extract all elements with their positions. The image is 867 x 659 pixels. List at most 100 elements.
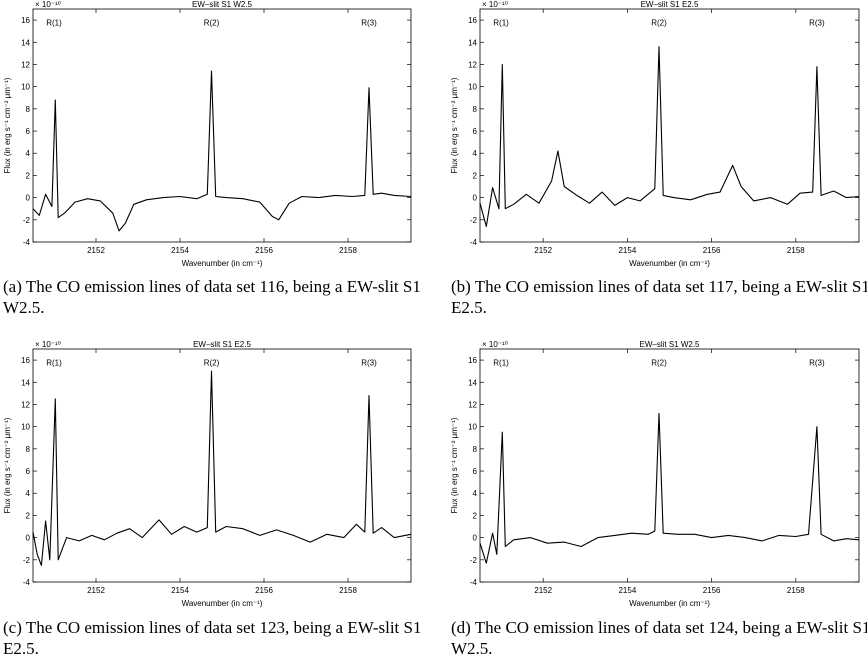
y-tick-label: 0 — [473, 194, 478, 203]
y-tick-label: 16 — [468, 16, 477, 25]
y-tick-label: 8 — [473, 105, 478, 114]
x-axis-label: Wavenumber (in cm⁻¹) — [182, 599, 263, 608]
x-tick-label: 2158 — [787, 586, 805, 595]
chart-title: EW–slit S1 W2.5 — [192, 0, 253, 9]
chart-title: EW–slit S1 E2.5 — [641, 0, 699, 9]
y-tick-label: 4 — [473, 149, 478, 158]
line-annotation: R(2) — [204, 358, 220, 367]
y-multiplier: × 10⁻¹⁰ — [482, 0, 508, 9]
chart-c: 2152 2154 2156 2158 -4 -2 0 2 4 6 8 10 12 14 16 EW–slit… — [3, 340, 412, 608]
y-tick-label: 8 — [26, 445, 31, 454]
y-tick-label: -2 — [23, 216, 31, 225]
y-tick-label: 6 — [473, 127, 478, 136]
y-tick-label: 4 — [473, 489, 478, 498]
line-annotation: R(1) — [493, 18, 509, 27]
y-multiplier: × 10⁻¹⁰ — [35, 0, 61, 9]
y-axis-label: Flux (in erg s⁻¹ cm⁻² μm⁻¹) — [3, 77, 12, 173]
caption-d: (d) The CO emission lines of data set 12… — [451, 618, 867, 658]
chart-a: 2152 2154 2156 2158 -4 -2 0 2 4 6 8 10 12 14 16 EW–slit… — [3, 0, 412, 268]
y-tick-label: 2 — [473, 171, 478, 180]
line-annotation: R(3) — [809, 18, 825, 27]
plot-frame — [32, 348, 412, 583]
x-axis-label: Wavenumber (in cm⁻¹) — [182, 259, 263, 268]
y-tick-label: 16 — [21, 356, 30, 365]
y-tick-label: 14 — [21, 378, 30, 387]
y-tick-label: 2 — [26, 511, 31, 520]
chart-title: EW–slit S1 W2.5 — [639, 340, 700, 349]
line-annotation: R(2) — [204, 18, 220, 27]
x-tick-label: 2156 — [255, 586, 273, 595]
spectrum-line — [479, 412, 860, 564]
chart-d: 2152 2154 2156 2158 -4 -2 0 2 4 6 8 10 12 14 16 EW–slit… — [450, 340, 860, 608]
y-tick-label: 12 — [468, 60, 477, 69]
y-tick-label: 10 — [468, 423, 477, 432]
x-tick-label: 2156 — [703, 246, 721, 255]
y-tick-label: 12 — [468, 400, 477, 409]
chart-panel-a: 2152 2154 2156 2158 -4 -2 0 2 4 6 8 10 12 14 16 EW–slit… — [0, 0, 430, 272]
plot-frame — [32, 8, 412, 243]
y-tick-label: -4 — [470, 238, 478, 247]
line-annotation: R(2) — [651, 18, 667, 27]
x-tick-label: 2156 — [703, 586, 721, 595]
y-tick-label: 0 — [26, 194, 31, 203]
x-tick-label: 2156 — [255, 246, 273, 255]
x-tick-label: 2158 — [787, 246, 805, 255]
y-axis-label: Flux (in erg s⁻¹ cm⁻² μm⁻¹) — [450, 77, 459, 173]
y-tick-label: 6 — [26, 467, 31, 476]
x-tick-label: 2152 — [534, 246, 552, 255]
plot-frame — [479, 8, 860, 243]
y-tick-label: 4 — [26, 489, 31, 498]
chart-panel-b: 2152 2154 2156 2158 -4 -2 0 2 4 6 8 10 12 14 16 EW–slit… — [448, 0, 867, 272]
x-tick-label: 2154 — [618, 246, 636, 255]
y-tick-label: 16 — [21, 16, 30, 25]
x-tick-label: 2152 — [534, 586, 552, 595]
x-axis-label: Wavenumber (in cm⁻¹) — [629, 259, 710, 268]
chart-title: EW–slit S1 E2.5 — [193, 340, 251, 349]
y-tick-label: 16 — [468, 356, 477, 365]
chart-panel-d: 2152 2154 2156 2158 -4 -2 0 2 4 6 8 10 12 14 16 EW–slit… — [448, 340, 867, 612]
x-tick-label: 2158 — [339, 246, 357, 255]
plot-frame — [479, 348, 860, 583]
spectrum-line — [479, 46, 860, 228]
y-tick-label: 10 — [21, 423, 30, 432]
y-tick-label: 6 — [473, 467, 478, 476]
line-annotation: R(1) — [46, 18, 62, 27]
caption-c: (c) The CO emission lines of data set 12… — [3, 618, 422, 658]
line-annotation: R(2) — [651, 358, 667, 367]
y-multiplier: × 10⁻¹⁰ — [482, 340, 508, 349]
y-tick-label: 14 — [21, 38, 30, 47]
y-tick-label: 8 — [473, 445, 478, 454]
x-axis-label: Wavenumber (in cm⁻¹) — [629, 599, 710, 608]
y-tick-label: -4 — [23, 578, 31, 587]
y-tick-label: -2 — [470, 556, 478, 565]
y-tick-label: 12 — [21, 60, 30, 69]
line-annotation: R(1) — [493, 358, 509, 367]
x-tick-label: 2158 — [339, 586, 357, 595]
y-tick-label: 10 — [468, 83, 477, 92]
x-tick-label: 2154 — [171, 246, 189, 255]
y-tick-label: -2 — [23, 556, 31, 565]
y-tick-label: -4 — [23, 238, 31, 247]
y-multiplier: × 10⁻¹⁰ — [35, 340, 61, 349]
y-tick-label: 0 — [26, 534, 31, 543]
caption-b: (b) The CO emission lines of data set 11… — [451, 277, 867, 317]
x-tick-label: 2154 — [171, 586, 189, 595]
line-annotation: R(1) — [46, 358, 62, 367]
y-axis-label: Flux (in erg s⁻¹ cm⁻² μm⁻¹) — [450, 417, 459, 513]
chart-b: 2152 2154 2156 2158 -4 -2 0 2 4 6 8 10 12 14 16 EW–slit… — [450, 0, 860, 268]
spectrum-line — [32, 370, 412, 566]
y-tick-label: 2 — [26, 171, 31, 180]
y-tick-label: 10 — [21, 83, 30, 92]
spectrum-line — [32, 70, 412, 232]
x-tick-label: 2152 — [87, 246, 105, 255]
y-tick-label: 12 — [21, 400, 30, 409]
y-tick-label: 14 — [468, 38, 477, 47]
caption-a: (a) The CO emission lines of data set 11… — [3, 277, 421, 317]
line-annotation: R(3) — [361, 358, 377, 367]
y-tick-label: -2 — [470, 216, 478, 225]
line-annotation: R(3) — [809, 358, 825, 367]
y-tick-label: 0 — [473, 534, 478, 543]
line-annotation: R(3) — [361, 18, 377, 27]
y-tick-label: -4 — [470, 578, 478, 587]
y-tick-label: 14 — [468, 378, 477, 387]
